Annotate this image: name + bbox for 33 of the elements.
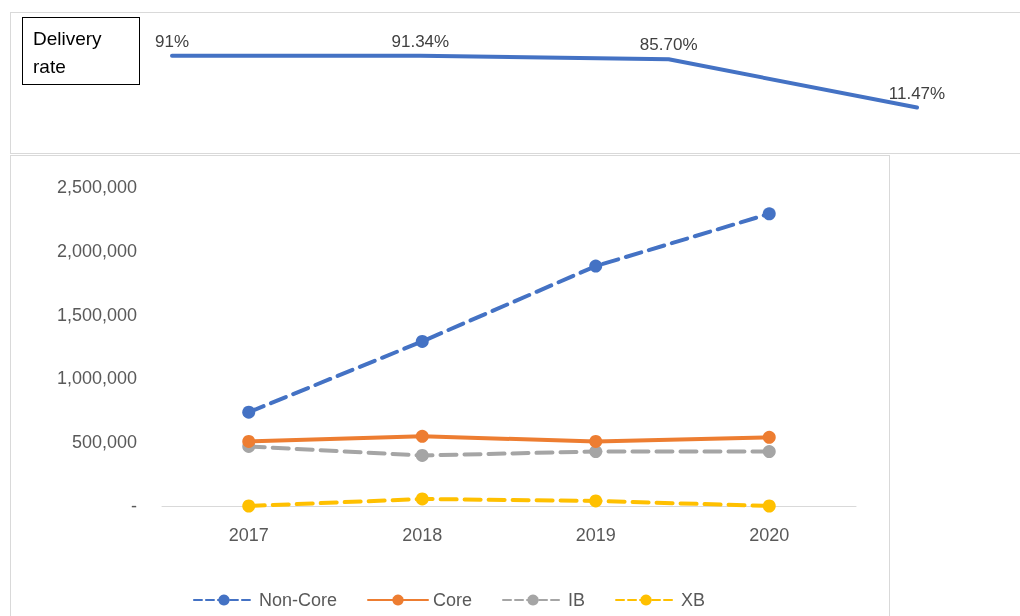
point	[589, 259, 603, 273]
point	[242, 405, 256, 419]
y-tick-label: 1,000,000	[56, 368, 137, 389]
x-tick-label: 2020	[749, 525, 790, 545]
point	[589, 494, 603, 508]
point	[762, 499, 776, 513]
y-tick-label: 2,500,000	[56, 177, 137, 197]
data-label: 85.70%	[639, 35, 698, 55]
point	[415, 448, 429, 462]
point	[762, 430, 776, 444]
x-tick-label: 2019	[575, 525, 616, 545]
point	[415, 334, 429, 348]
point	[415, 429, 429, 443]
data-label: 11.47%	[888, 83, 946, 103]
x-tick-label: 2017	[228, 525, 269, 545]
data-label: 91%	[154, 31, 190, 51]
y-tick-label: 500,000	[71, 432, 137, 453]
y-tick-label: 1,500,000	[56, 304, 137, 325]
legend-label: Core	[433, 590, 473, 610]
point	[242, 499, 256, 513]
y-tick-label: -	[131, 496, 137, 516]
y-tick-label: 2,000,000	[56, 240, 137, 261]
point	[415, 492, 429, 506]
legend-label: Non-Core	[258, 590, 337, 610]
chart-title: Delivery rate	[22, 17, 140, 85]
point	[589, 434, 603, 448]
point	[762, 207, 776, 221]
x-tick-label: 2018	[402, 525, 443, 545]
data-label: 91.34%	[391, 31, 450, 51]
point	[242, 434, 256, 448]
legend-label: IB	[568, 590, 586, 610]
point	[762, 445, 776, 459]
legend-label: XB	[681, 590, 706, 610]
